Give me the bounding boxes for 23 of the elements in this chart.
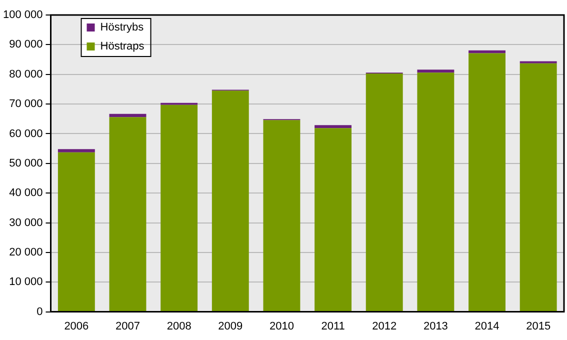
y-tick-label: 70 000 <box>9 98 43 110</box>
y-tick-label: 20 000 <box>9 246 43 258</box>
y-tick-label: 80 000 <box>9 68 43 80</box>
legend-label: Höstrybs <box>100 22 144 34</box>
x-tick-label: 2014 <box>474 320 500 332</box>
x-tick-label: 2011 <box>321 320 345 332</box>
x-tick-label: 2013 <box>423 320 448 332</box>
x-tick-label: 2006 <box>64 320 89 332</box>
y-tick-label: 90 000 <box>9 38 43 51</box>
y-tick-label: 60 000 <box>9 128 43 140</box>
y-tick-label: 10 000 <box>9 276 43 288</box>
x-tick-label: 2015 <box>526 320 551 332</box>
y-tick-label: 100 000 <box>2 9 43 22</box>
x-tick-label: 2012 <box>372 320 397 332</box>
y-tick-label: 50 000 <box>9 157 43 170</box>
x-tick-label: 2010 <box>269 320 294 332</box>
legend-label: Höstraps <box>100 40 145 53</box>
x-tick-label: 2007 <box>116 320 140 332</box>
y-tick-label: 40 000 <box>9 187 43 200</box>
y-tick-label: 0 <box>36 306 43 318</box>
y-tick-label: 30 000 <box>9 216 43 229</box>
x-tick-label: 2008 <box>166 320 192 332</box>
x-tick-label: 2009 <box>218 320 243 332</box>
